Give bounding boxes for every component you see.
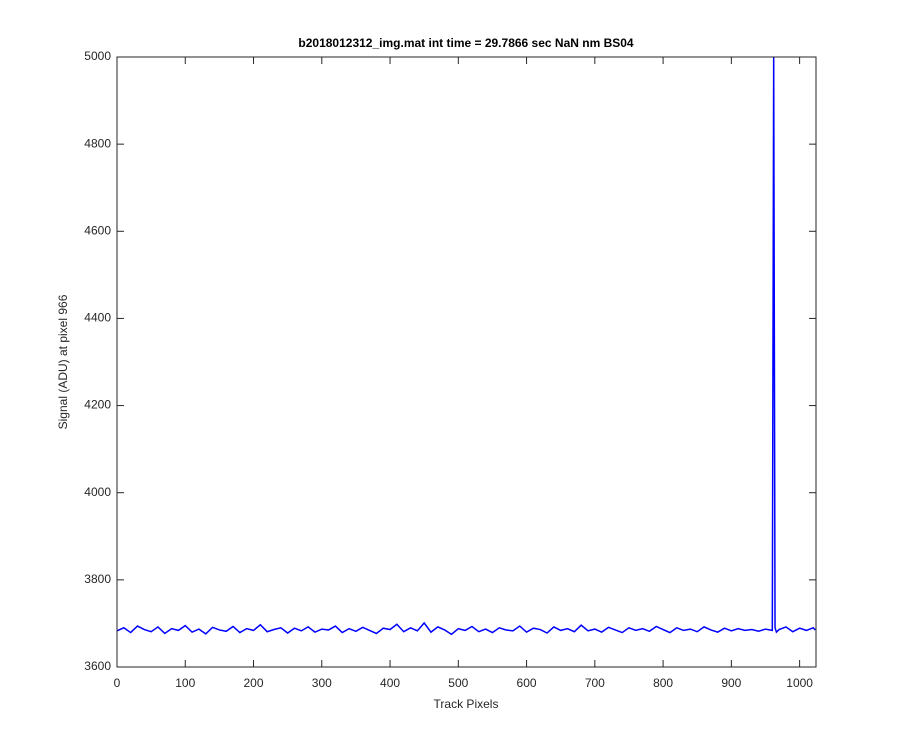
- y-tick-label: 4400: [84, 311, 111, 325]
- x-tick-label: 800: [653, 676, 673, 690]
- y-tick-label: 4000: [84, 485, 111, 499]
- y-tick-label: 3800: [84, 572, 111, 586]
- x-tick-label: 1000: [786, 676, 813, 690]
- x-axis-label: Track Pixels: [434, 697, 499, 711]
- axes-box: [116, 56, 817, 668]
- y-tick-label: 4200: [84, 398, 111, 412]
- chart-title: b2018012312_img.mat int time = 29.7866 s…: [298, 36, 634, 50]
- data-line: [117, 57, 816, 636]
- x-tick-label: 300: [312, 676, 332, 690]
- y-tick-label: 3600: [84, 659, 111, 673]
- x-tick-label: 600: [517, 676, 537, 690]
- x-tick-label: 0: [114, 676, 121, 690]
- x-tick-label: 900: [721, 676, 741, 690]
- y-tick-label: 4600: [84, 223, 111, 237]
- x-tick-label: 200: [244, 676, 264, 690]
- x-tick-label: 500: [448, 676, 468, 690]
- y-tick-label: 5000: [84, 49, 111, 63]
- y-axis-label: Signal (ADU) at pixel 966: [56, 294, 70, 429]
- x-tick-label: 100: [175, 676, 195, 690]
- y-tick-label: 4800: [84, 136, 111, 150]
- plot-area: [117, 57, 816, 667]
- x-tick-label: 400: [380, 676, 400, 690]
- plot-layer: [117, 57, 816, 636]
- x-tick-label: 700: [585, 676, 605, 690]
